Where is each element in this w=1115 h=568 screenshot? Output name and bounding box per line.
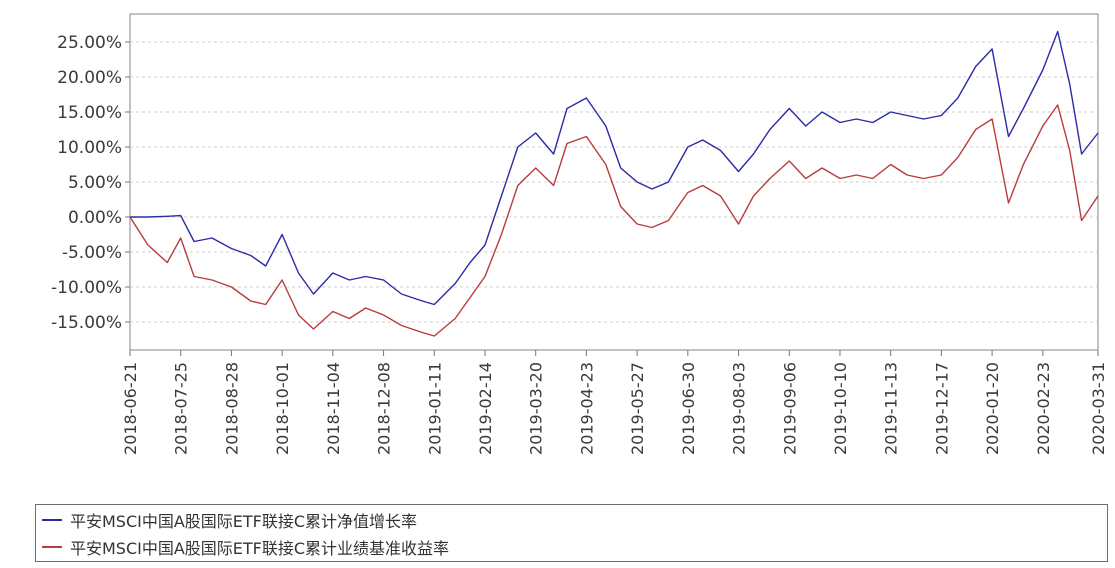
legend-item-nav: 平安MSCI中国A股国际ETF联接C累计净值增长率 — [42, 509, 417, 531]
y-axis: -15.00% -10.00% -5.00% 0.00% 5.00% 10.00% 15.0… — [51, 33, 130, 333]
series-line-nav — [130, 30, 1099, 306]
x-axis: 2018-06-21 2018-07-25 2018-08-28 2018-10-01… — [121, 350, 1108, 455]
x-tick-label: 2019-05-27 — [628, 362, 647, 455]
series-line-benchmark — [129, 104, 1099, 337]
line-chart: -15.00% -10.00% -5.00% 0.00% 5.00% 10.00% 15.0… — [51, 13, 1108, 455]
legend-item-benchmark: 平安MSCI中国A股国际ETF联接C累计业绩基准收益率 — [42, 536, 449, 558]
y-tick-label: 15.00% — [57, 103, 122, 123]
x-tick-label: 2020-01-20 — [983, 362, 1002, 455]
y-tick-label: 0.00% — [68, 208, 122, 228]
x-tick-label: 2020-03-31 — [1089, 362, 1108, 455]
y-tick-label: 20.00% — [57, 68, 122, 88]
legend-label-benchmark: 平安MSCI中国A股国际ETF联接C累计业绩基准收益率 — [70, 539, 450, 558]
gridlines — [130, 41, 1098, 323]
legend-label-nav: 平安MSCI中国A股国际ETF联接C累计净值增长率 — [70, 512, 418, 531]
x-tick-label: 2019-03-20 — [527, 362, 546, 455]
y-tick-label: 25.00% — [57, 33, 122, 53]
legend: 平安MSCI中国A股国际ETF联接C累计净值增长率 平安MSCI中国A股国际ET… — [35, 504, 1108, 562]
x-tick-label: 2019-09-06 — [780, 362, 799, 455]
x-tick-label: 2019-11-13 — [882, 362, 901, 455]
y-tick-label: -15.00% — [51, 313, 122, 333]
x-tick-label: 2018-12-08 — [375, 362, 394, 455]
legend-swatch-benchmark — [42, 546, 62, 548]
legend-swatch-nav — [42, 519, 62, 521]
x-tick-label: 2019-12-17 — [932, 362, 951, 455]
y-tick-label: -10.00% — [51, 278, 122, 298]
x-tick-label: 2019-06-30 — [679, 362, 698, 455]
x-tick-label: 2018-08-28 — [222, 362, 241, 455]
y-tick-label: 5.00% — [68, 173, 122, 193]
x-tick-label: 2020-02-23 — [1034, 362, 1053, 455]
y-tick-label: 10.00% — [57, 138, 122, 158]
x-tick-label: 2018-06-21 — [121, 362, 140, 455]
x-tick-label: 2019-10-10 — [831, 362, 850, 455]
series-group — [129, 30, 1099, 337]
x-tick-label: 2019-04-23 — [577, 362, 596, 455]
x-tick-label: 2019-02-14 — [476, 362, 495, 455]
x-tick-label: 2018-07-25 — [172, 362, 191, 455]
x-tick-label: 2018-11-04 — [324, 362, 343, 455]
x-tick-label: 2019-08-03 — [730, 362, 749, 455]
x-tick-label: 2019-01-11 — [425, 362, 444, 455]
x-tick-label: 2018-10-01 — [273, 362, 292, 455]
y-tick-label: -5.00% — [62, 243, 122, 263]
